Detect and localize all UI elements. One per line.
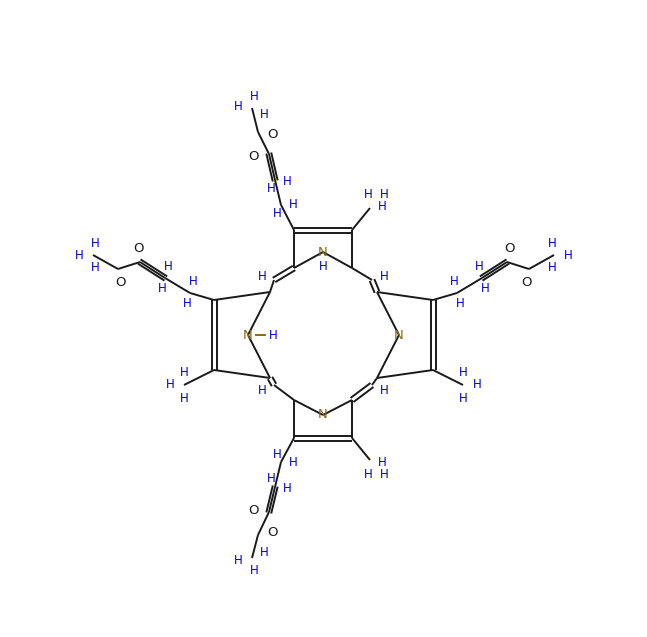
Text: O: O <box>504 241 514 255</box>
Text: H: H <box>258 269 267 282</box>
Text: H: H <box>380 269 388 282</box>
Text: H: H <box>378 199 386 213</box>
Text: H: H <box>259 108 269 120</box>
Text: H: H <box>269 329 278 341</box>
Text: H: H <box>267 473 276 485</box>
Text: H: H <box>164 259 172 273</box>
Text: H: H <box>364 187 373 201</box>
Text: H: H <box>272 448 281 461</box>
Text: H: H <box>158 282 166 294</box>
Text: H: H <box>74 248 83 262</box>
Text: H: H <box>289 197 298 210</box>
Text: H: H <box>564 248 573 262</box>
Text: H: H <box>380 187 388 201</box>
Text: H: H <box>166 378 175 392</box>
Text: H: H <box>289 457 298 469</box>
Text: N: N <box>318 245 328 259</box>
Text: H: H <box>180 392 188 404</box>
Text: H: H <box>250 564 258 576</box>
Text: O: O <box>248 150 258 162</box>
Text: H: H <box>455 296 465 310</box>
Text: H: H <box>547 261 556 273</box>
Text: H: H <box>91 236 100 250</box>
Text: H: H <box>283 175 291 187</box>
Text: H: H <box>472 378 481 392</box>
Text: N: N <box>394 329 404 341</box>
Text: H: H <box>91 261 100 273</box>
Text: H: H <box>481 282 489 294</box>
Text: H: H <box>450 275 458 287</box>
Text: H: H <box>180 366 188 378</box>
Text: H: H <box>475 259 483 273</box>
Text: O: O <box>115 275 126 289</box>
Text: H: H <box>318 259 327 273</box>
Text: H: H <box>267 182 276 194</box>
Text: H: H <box>272 206 281 220</box>
Text: O: O <box>521 275 532 289</box>
Text: H: H <box>364 468 373 480</box>
Text: H: H <box>380 468 388 480</box>
Text: H: H <box>380 383 388 396</box>
Text: N: N <box>318 408 328 422</box>
Text: H: H <box>234 99 243 113</box>
Text: H: H <box>459 366 467 378</box>
Text: N: N <box>243 329 253 341</box>
Text: H: H <box>250 90 258 103</box>
Text: H: H <box>259 545 269 559</box>
Text: O: O <box>267 127 278 141</box>
Text: H: H <box>283 482 291 494</box>
Text: H: H <box>234 554 243 566</box>
Text: H: H <box>459 392 467 404</box>
Text: O: O <box>248 503 258 517</box>
Text: H: H <box>378 455 386 468</box>
Text: H: H <box>547 236 556 250</box>
Text: H: H <box>189 275 197 287</box>
Text: O: O <box>133 241 143 255</box>
Text: H: H <box>258 383 267 396</box>
Text: H: H <box>182 296 192 310</box>
Text: O: O <box>267 527 278 540</box>
